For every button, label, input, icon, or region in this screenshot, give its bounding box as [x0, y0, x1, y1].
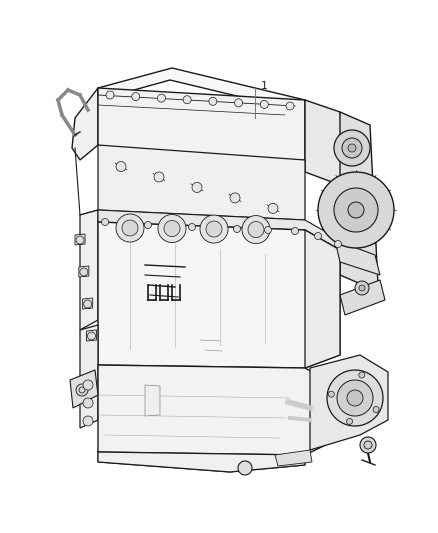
- Polygon shape: [145, 385, 160, 416]
- Polygon shape: [335, 240, 380, 275]
- Polygon shape: [80, 268, 88, 276]
- Polygon shape: [70, 370, 98, 408]
- Polygon shape: [192, 182, 202, 192]
- Polygon shape: [233, 225, 240, 232]
- Polygon shape: [98, 222, 340, 368]
- Polygon shape: [98, 210, 340, 250]
- Polygon shape: [305, 230, 340, 368]
- Polygon shape: [335, 240, 342, 247]
- Polygon shape: [83, 398, 93, 408]
- Polygon shape: [318, 172, 394, 248]
- Polygon shape: [76, 236, 84, 244]
- Polygon shape: [235, 99, 243, 107]
- Polygon shape: [79, 266, 89, 277]
- Polygon shape: [334, 130, 370, 166]
- Polygon shape: [265, 227, 272, 233]
- Polygon shape: [80, 210, 98, 330]
- Polygon shape: [122, 220, 138, 236]
- Polygon shape: [209, 98, 217, 106]
- Polygon shape: [98, 145, 305, 220]
- Polygon shape: [337, 380, 373, 416]
- Polygon shape: [364, 441, 372, 449]
- Polygon shape: [327, 370, 383, 426]
- Polygon shape: [164, 221, 180, 237]
- Polygon shape: [84, 300, 92, 308]
- Polygon shape: [238, 461, 252, 475]
- Polygon shape: [98, 452, 305, 472]
- Polygon shape: [106, 91, 114, 99]
- Text: 1: 1: [261, 81, 268, 91]
- Polygon shape: [88, 332, 95, 340]
- Polygon shape: [145, 222, 152, 229]
- Polygon shape: [348, 202, 364, 218]
- Polygon shape: [72, 88, 98, 160]
- Polygon shape: [116, 161, 126, 172]
- Polygon shape: [292, 228, 299, 235]
- Polygon shape: [158, 214, 186, 243]
- Polygon shape: [340, 280, 385, 315]
- Polygon shape: [346, 418, 353, 424]
- Polygon shape: [348, 144, 356, 152]
- Polygon shape: [359, 372, 365, 378]
- Polygon shape: [98, 365, 340, 455]
- Polygon shape: [83, 298, 93, 309]
- Polygon shape: [116, 214, 144, 242]
- Polygon shape: [154, 172, 164, 182]
- Polygon shape: [80, 325, 98, 428]
- Polygon shape: [310, 355, 388, 450]
- Polygon shape: [305, 100, 348, 185]
- Polygon shape: [314, 232, 321, 239]
- Polygon shape: [98, 452, 305, 472]
- Polygon shape: [347, 390, 363, 406]
- Polygon shape: [83, 416, 93, 426]
- Polygon shape: [83, 380, 93, 390]
- Polygon shape: [98, 68, 305, 110]
- Polygon shape: [183, 96, 191, 104]
- Polygon shape: [260, 100, 268, 108]
- Polygon shape: [268, 204, 278, 213]
- Polygon shape: [87, 330, 96, 341]
- Polygon shape: [248, 222, 264, 238]
- Polygon shape: [206, 221, 222, 237]
- Polygon shape: [328, 391, 334, 397]
- Polygon shape: [242, 215, 270, 244]
- Polygon shape: [230, 193, 240, 203]
- Polygon shape: [340, 112, 378, 288]
- Polygon shape: [360, 437, 376, 453]
- Polygon shape: [342, 138, 362, 158]
- Polygon shape: [157, 94, 166, 102]
- Polygon shape: [75, 234, 85, 245]
- Polygon shape: [355, 281, 369, 295]
- Polygon shape: [275, 450, 312, 466]
- Polygon shape: [359, 285, 365, 291]
- Polygon shape: [102, 219, 109, 225]
- Polygon shape: [334, 188, 378, 232]
- Polygon shape: [76, 384, 88, 396]
- Polygon shape: [98, 88, 305, 175]
- Polygon shape: [286, 102, 294, 110]
- Polygon shape: [132, 93, 140, 101]
- Polygon shape: [200, 215, 228, 243]
- Polygon shape: [188, 223, 195, 230]
- Polygon shape: [373, 407, 379, 413]
